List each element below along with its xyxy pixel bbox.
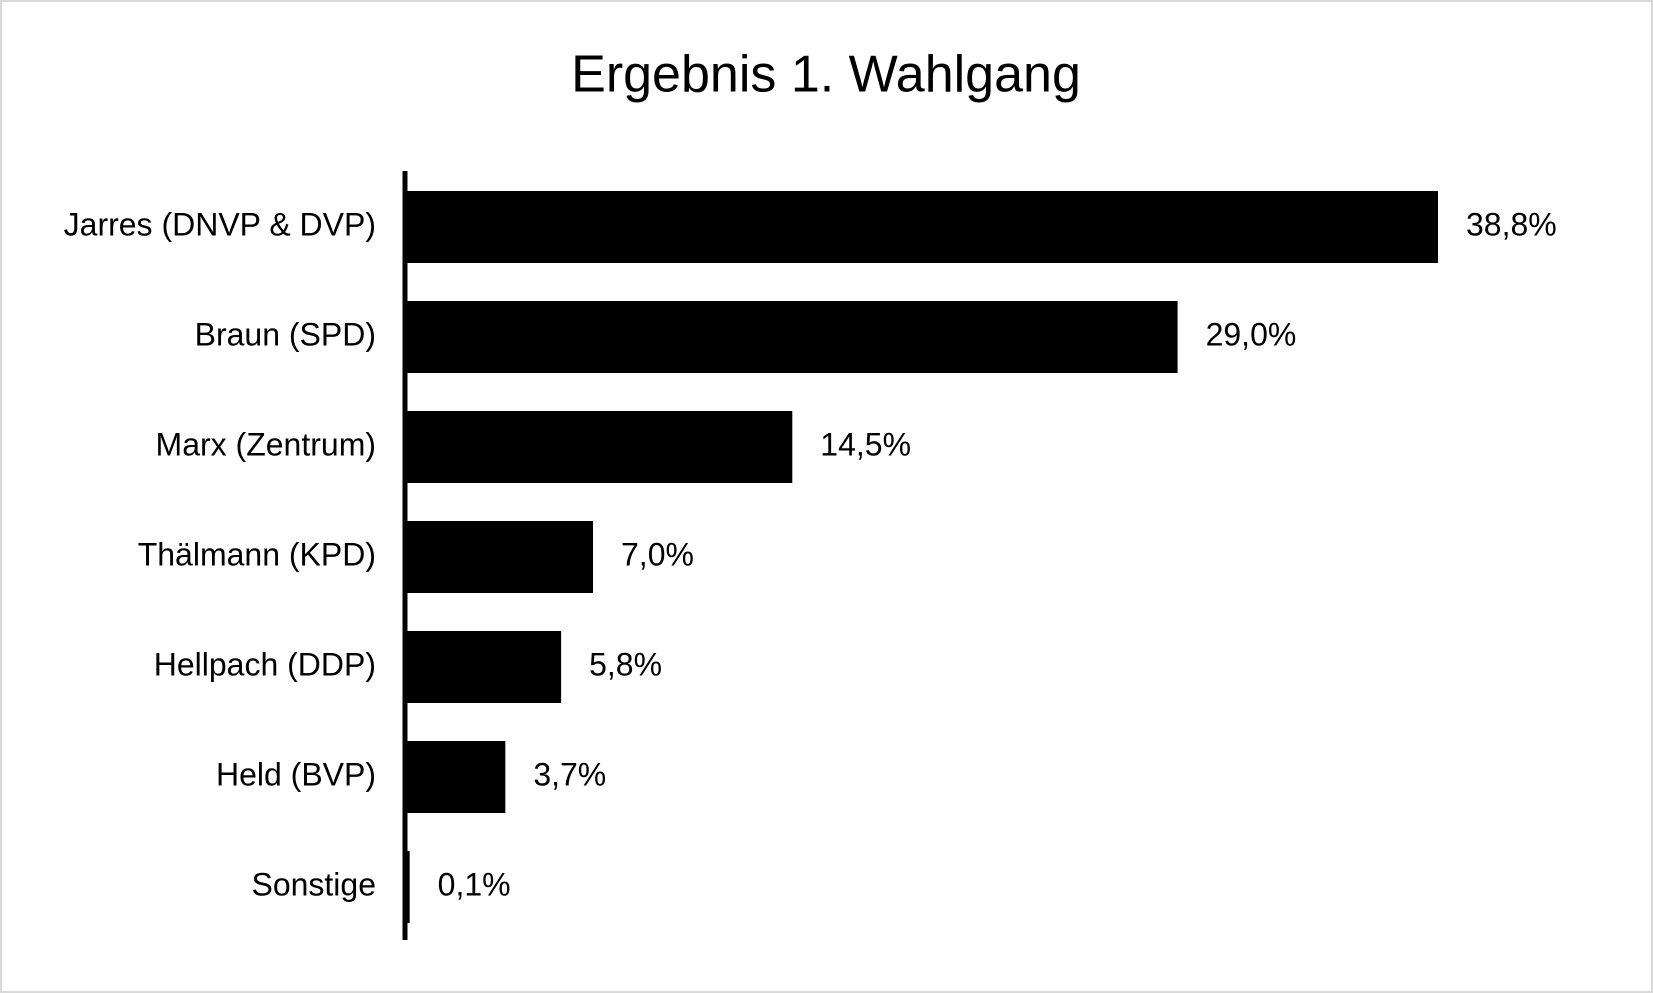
bar bbox=[407, 851, 410, 923]
value-label: 7,0% bbox=[621, 536, 694, 572]
category-label: Thälmann (KPD) bbox=[138, 536, 376, 572]
category-label: Held (BVP) bbox=[216, 756, 376, 792]
category-label: Hellpach (DDP) bbox=[154, 646, 376, 682]
category-label: Jarres (DNVP & DVP) bbox=[64, 206, 376, 242]
value-label: 3,7% bbox=[533, 756, 606, 792]
value-label: 29,0% bbox=[1206, 316, 1297, 352]
bar bbox=[407, 301, 1178, 373]
category-label: Marx (Zentrum) bbox=[156, 426, 376, 462]
bar bbox=[407, 191, 1438, 263]
bar bbox=[407, 411, 793, 483]
category-label: Sonstige bbox=[251, 866, 376, 902]
value-label: 14,5% bbox=[820, 426, 911, 462]
bar bbox=[407, 631, 562, 703]
value-label: 0,1% bbox=[438, 866, 511, 902]
value-label: 5,8% bbox=[589, 646, 662, 682]
category-label: Braun (SPD) bbox=[195, 316, 376, 352]
chart-title: Ergebnis 1. Wahlgang bbox=[571, 46, 1081, 104]
bar bbox=[407, 521, 594, 593]
value-label: 38,8% bbox=[1466, 206, 1557, 242]
bar bbox=[407, 741, 506, 813]
